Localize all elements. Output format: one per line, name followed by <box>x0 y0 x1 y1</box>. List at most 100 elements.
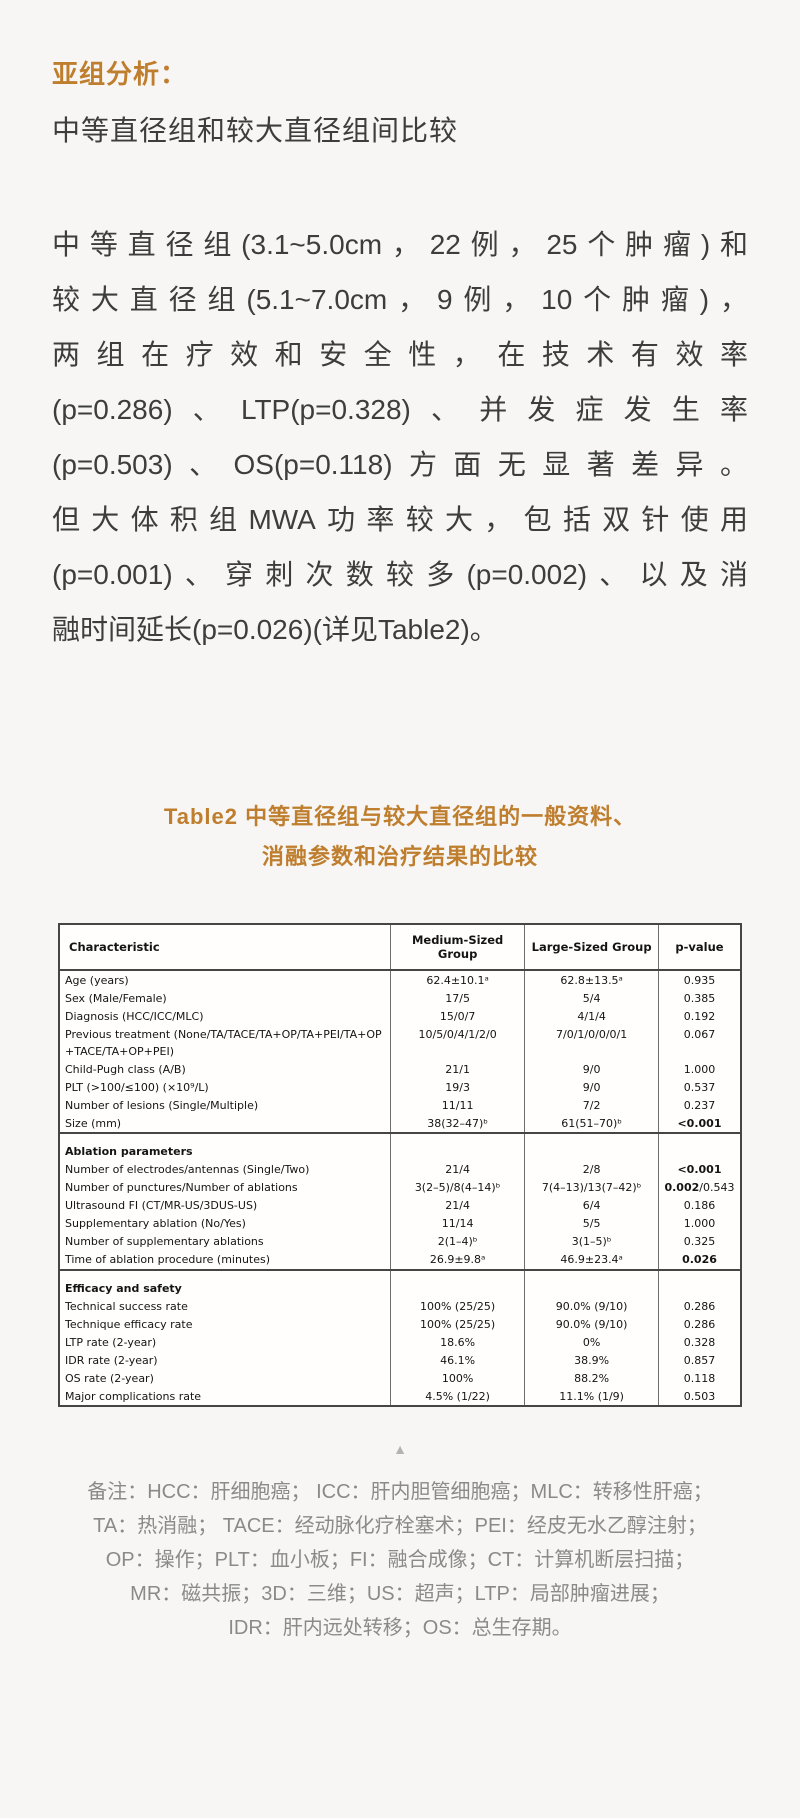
paragraph-line: (p=0.503)、OS(p=0.118)方面无显著差异。 <box>52 449 748 480</box>
table-row: Age (years) 62.4±10.1ᵃ 62.8±13.5ᵃ 0.935 <box>59 970 741 989</box>
cell-characteristic: Child-Pugh class (A/B) <box>65 1062 186 1076</box>
empty-cell <box>657 1268 741 1297</box>
empty-cell <box>657 1132 741 1161</box>
cell-medium-group: 46.1% <box>389 1351 525 1369</box>
paragraph-line: 较大直径组(5.1~7.0cm，9例，10个肿瘤)， <box>52 284 748 315</box>
table-section-row: Efficacy and safety <box>59 1268 741 1297</box>
column-header: Medium-Sized Group <box>389 924 525 971</box>
table-row: Ultrasound FI (CT/MR-US/3DUS-US) 21/4 6/4 0… <box>59 1196 741 1215</box>
cell-pvalue: 0.186 <box>657 1196 741 1215</box>
cell-characteristic: Diagnosis (HCC/ICC/MLC) <box>65 1009 204 1023</box>
cell-characteristic: Number of lesions (Single/Multiple) <box>65 1098 259 1112</box>
cell-characteristic: Technical success rate <box>65 1299 188 1313</box>
table-row: Major complications rate 4.5% (1/22) 11.1%… <box>59 1387 741 1406</box>
table-title-line-2: 消融参数和治疗结果的比较 <box>261 844 538 869</box>
empty-cell <box>389 1132 525 1161</box>
table-header-row: Characteristic Medium-Sized Group Large-Si… <box>59 924 741 971</box>
cell-large-group: 5/5 <box>524 1214 659 1233</box>
cell-medium-group: 21/1 <box>389 1060 525 1078</box>
table-row: Size (mm) 38(32–47)ᵇ 61(51–70)ᵇ <0.001 <box>59 1114 741 1133</box>
table-row: Diagnosis (HCC/ICC/MLC) 15/0/7 4/1/4 0.192 <box>59 1007 741 1025</box>
triangle-up-icon: ▲ <box>393 1441 407 1457</box>
paragraph-line: 融时间延长(p=0.026)(详见Table2)。 <box>52 614 498 645</box>
table-row: Technical success rate 100% (25/25) 90.0% … <box>59 1297 741 1315</box>
cell-large-group: 5/4 <box>524 989 659 1007</box>
cell-pvalue: 0.857 <box>657 1351 741 1369</box>
cell-characteristic: Sex (Male/Female) <box>65 991 167 1005</box>
footnote-line: TA：热消融； TACE：经动脉化疗栓塞术；PEI：经皮无水乙醇注射； <box>93 1515 707 1537</box>
cell-medium-group: 21/4 <box>389 1160 525 1179</box>
cell-medium-group: 10/5/0/4/1/2/0 <box>389 1025 525 1060</box>
cell-medium-group: 17/5 <box>389 989 525 1007</box>
cell-characteristic: Technique efficacy rate <box>65 1317 193 1331</box>
cell-large-group: 62.8±13.5ᵃ <box>524 970 659 989</box>
paragraph-line: 但大体积组MWA功率较大，包括双针使用 <box>52 504 748 535</box>
cell-pvalue: 0.118 <box>657 1369 741 1387</box>
cell-large-group: 7/2 <box>524 1096 659 1114</box>
cell-medium-group: 62.4±10.1ᵃ <box>389 970 525 989</box>
cell-pvalue: <0.001 <box>657 1114 741 1133</box>
table-row: Number of electrodes/antennas (Single/Tw… <box>59 1160 741 1179</box>
table-row: Number of lesions (Single/Multiple) 11/11… <box>59 1096 741 1114</box>
cell-medium-group: 38(32–47)ᵇ <box>389 1114 525 1133</box>
cell-characteristic: LTP rate (2-year) <box>65 1335 157 1349</box>
cell-characteristic: Number of punctures/Number of ablations <box>65 1181 298 1194</box>
cell-large-group: 88.2% <box>524 1369 659 1387</box>
cell-large-group: 61(51–70)ᵇ <box>524 1114 659 1133</box>
cell-pvalue: 0.325 <box>657 1232 741 1251</box>
cell-large-group: 3(1–5)ᵇ <box>524 1232 659 1251</box>
cell-large-group: 46.9±23.4ᵃ <box>524 1250 659 1270</box>
footnote-line: IDR：肝内远处转移；OS：总生存期。 <box>228 1617 572 1639</box>
cell-characteristic: Time of ablation procedure (minutes) <box>65 1253 271 1266</box>
cell-pvalue: 0.002/0.543 <box>657 1178 741 1197</box>
cell-characteristic: PLT (>100/≤100) (×10⁹/L) <box>65 1080 209 1094</box>
cell-medium-group: 100% <box>389 1369 525 1387</box>
cell-pvalue: 0.192 <box>657 1007 741 1025</box>
cell-characteristic: Size (mm) <box>65 1116 122 1130</box>
cell-characteristic: IDR rate (2-year) <box>65 1353 158 1367</box>
table-title-line-1: Table2 中等直径组与较大直径组的一般资料、 <box>163 804 637 829</box>
cell-characteristic: Ultrasound FI (CT/MR-US/3DUS-US) <box>65 1199 258 1212</box>
cell-large-group: 90.0% (9/10) <box>524 1297 659 1315</box>
cell-characteristic: Supplementary ablation (No/Yes) <box>65 1217 246 1230</box>
paragraph-line: (p=0.001)、穿刺次数较多(p=0.002)、以及消 <box>52 559 748 590</box>
cell-large-group: 90.0% (9/10) <box>524 1315 659 1333</box>
cell-medium-group: 21/4 <box>389 1196 525 1215</box>
table-row: Child-Pugh class (A/B) 21/1 9/0 1.000 <box>59 1060 741 1078</box>
footnotes: 备注：HCC：肝细胞癌； ICC：肝内胆管细胞癌；MLC：转移性肝癌； TA：热消… <box>0 1475 800 1645</box>
table-row: Time of ablation procedure (minutes) 26.9… <box>59 1250 741 1270</box>
table-row: Sex (Male/Female) 17/5 5/4 0.385 <box>59 989 741 1007</box>
cell-pvalue: 0.935 <box>657 970 741 989</box>
table-row: OS rate (2-year) 100% 88.2% 0.118 <box>59 1369 741 1387</box>
cell-medium-group: 100% (25/25) <box>389 1315 525 1333</box>
cell-medium-group: 19/3 <box>389 1078 525 1096</box>
empty-cell <box>524 1268 659 1297</box>
table-title: Table2 中等直径组与较大直径组的一般资料、 消融参数和治疗结果的比较 <box>0 797 800 877</box>
cell-large-group: 38.9% <box>524 1351 659 1369</box>
table-row: Previous treatment (None/TA/TACE/TA+OP/T… <box>59 1025 741 1060</box>
paragraph-line: (p=0.286)、LTP(p=0.328)、并发症发生率 <box>52 394 748 425</box>
body-paragraph: 中等直径组(3.1~5.0cm，22例，25个肿瘤)和 较大直径组(5.1~7.0… <box>52 217 748 657</box>
paragraph-line: 中等直径组(3.1~5.0cm，22例，25个肿瘤)和 <box>52 229 748 260</box>
cell-medium-group: 100% (25/25) <box>389 1297 525 1315</box>
cell-large-group: 7/0/1/0/0/0/1 <box>524 1025 659 1060</box>
cell-medium-group: 11/14 <box>389 1214 525 1233</box>
section-label: Efficacy and safety <box>59 1268 391 1297</box>
table-section-row: Ablation parameters <box>59 1132 741 1161</box>
cell-pvalue: 0.286 <box>657 1315 741 1333</box>
cell-pvalue: 0.537 <box>657 1078 741 1096</box>
column-header: p-value <box>657 924 741 971</box>
cell-pvalue: 0.286 <box>657 1297 741 1315</box>
section-heading: 亚组分析： <box>52 59 188 89</box>
cell-characteristic: Number of supplementary ablations <box>65 1235 264 1248</box>
cell-large-group: 9/0 <box>524 1078 659 1096</box>
column-header: Characteristic <box>59 924 391 971</box>
cell-large-group: 7(4–13)/13(7–42)ᵇ <box>524 1178 659 1197</box>
cell-medium-group: 11/11 <box>389 1096 525 1114</box>
cell-large-group: 9/0 <box>524 1060 659 1078</box>
cell-characteristic: Age (years) <box>65 973 129 987</box>
cell-pvalue: 0.026 <box>657 1250 741 1270</box>
cell-pvalue: <0.001 <box>657 1160 741 1179</box>
cell-large-group: 11.1% (1/9) <box>524 1387 659 1406</box>
